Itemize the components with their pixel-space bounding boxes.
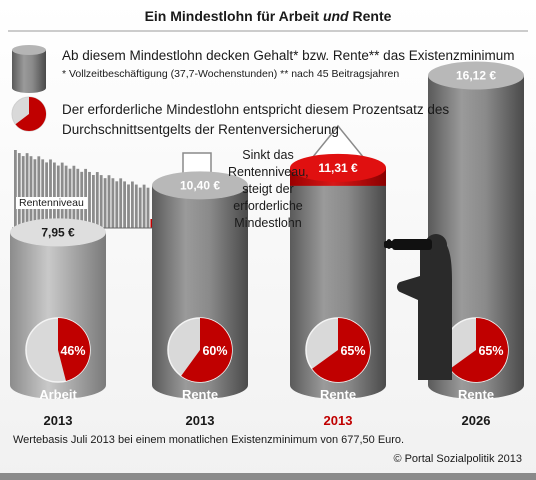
mini-bar (21, 156, 25, 228)
mini-bar (123, 181, 126, 228)
cylinder-bottom (290, 371, 386, 399)
year-label-highlight: 2013 (323, 413, 353, 428)
mini-bar-highlight (150, 219, 154, 228)
legend-pie-text: Der erforderliche Mindestlohn entspricht… (62, 102, 450, 137)
pie-percent-label: 60% (202, 344, 227, 358)
column-category-label: Rente (458, 387, 494, 402)
mini-bar (25, 153, 29, 228)
year-label: 2026 (461, 413, 491, 428)
mini-bar (138, 187, 142, 228)
legend-cylinder-text: Ab diesem Mindestlohn decken Gehalt* bzw… (62, 48, 515, 63)
wage-column: 11,31 € 65% Rente (290, 153, 386, 402)
mini-bar (146, 187, 150, 228)
wage-label: 10,40 € (180, 178, 220, 192)
cylinder-bottom (152, 371, 248, 399)
mini-bar (14, 150, 17, 228)
pie-percent-label: 65% (478, 344, 503, 358)
mini-bar (60, 162, 64, 228)
wage-label: 11,31 € (318, 161, 358, 175)
mini-bar (115, 181, 119, 228)
copyright: © Portal Sozialpolitik 2013 (393, 453, 522, 465)
mini-bar (88, 171, 91, 228)
footnote: Wertebasis Juli 2013 bei einem monatlich… (13, 434, 405, 446)
mini-bar (134, 184, 138, 228)
title-part-end: Rente (348, 8, 392, 24)
cylinder-bottom (10, 371, 106, 399)
mini-bar (95, 172, 99, 228)
mini-bar (64, 165, 68, 228)
mini-bar (29, 156, 33, 228)
legend-cylinder-icon (12, 45, 46, 93)
mini-bar (33, 159, 37, 228)
cylinder-top (10, 218, 106, 247)
mini-bar (131, 181, 134, 228)
mini-bar (92, 175, 95, 228)
pie-percent-label: 46% (60, 344, 85, 358)
mini-bar (99, 175, 103, 228)
wage-column: 10,40 € 60% Rente (152, 171, 248, 402)
mini-bar (111, 178, 115, 228)
mini-bar (142, 184, 146, 228)
column-category-label: Rente (320, 387, 356, 402)
legend-pie-icon (11, 96, 47, 132)
wage-label: 7,95 € (41, 225, 75, 239)
mini-bar (17, 153, 21, 228)
column-category-label: Rente (182, 387, 218, 402)
year-label: 2013 (43, 413, 73, 428)
title-italic: und (322, 8, 349, 24)
pie-percent-slice (312, 318, 370, 382)
rentenniveau-mini-chart (12, 150, 154, 229)
wage-label: 16,12 € (456, 68, 496, 82)
cylinder-top (428, 61, 524, 90)
mini-bar (103, 178, 107, 228)
pie-percent-slice (181, 318, 232, 382)
mini-bar (45, 162, 48, 228)
mini-bar (127, 184, 130, 228)
mini-bar (72, 165, 76, 228)
mini-bar (119, 178, 123, 228)
cylinder-top (152, 171, 248, 200)
year-label: 2013 (185, 413, 215, 428)
person-with-binoculars-icon (384, 234, 452, 380)
column-category-label: Arbeit (39, 387, 77, 402)
wage-column: 7,95 € 46% Arbeit (10, 218, 106, 402)
title-part: Ein Mindestlohn für Arbeit (144, 8, 323, 24)
pie-percent-slice (58, 318, 90, 381)
mini-bar (56, 165, 60, 228)
pie-percent-slice (450, 318, 508, 382)
bottom-bar (0, 473, 536, 480)
mini-bar (37, 156, 41, 228)
annotation-text: Sinkt das Rentenniveau, steigt der erfor… (228, 148, 309, 230)
mini-bar (41, 159, 45, 228)
legend-cylinder-note: * Vollzeitbeschäftigung (37,7-Wochenstun… (62, 68, 400, 80)
mini-bar (53, 162, 56, 228)
pie-percent-label: 65% (340, 344, 365, 358)
page-title: Ein Mindestlohn für Arbeit und Rente (0, 8, 536, 24)
mini-bar (107, 175, 111, 228)
mini-bar (49, 159, 52, 228)
cylinder-top (290, 153, 386, 182)
rentenniveau-label: Rentenniveau (16, 197, 87, 209)
